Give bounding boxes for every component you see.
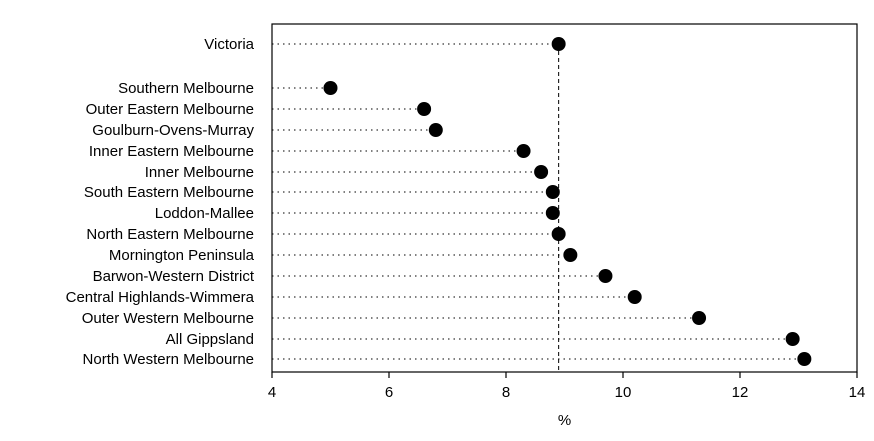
x-axis-label: % — [558, 412, 571, 429]
data-point-barwon-western-district — [598, 269, 613, 283]
data-point-southern-melbourne — [323, 81, 338, 95]
category-label-barwon-western-district: Barwon-Western District — [93, 268, 255, 285]
x-tick-label-6: 6 — [385, 384, 393, 401]
data-point-north-eastern-melbourne — [551, 227, 566, 241]
category-label-north-western-melbourne: North Western Melbourne — [83, 351, 254, 368]
category-label-victoria: Victoria — [204, 36, 254, 53]
data-point-outer-western-melbourne — [692, 311, 707, 325]
category-label-mornington-peninsula: Mornington Peninsula — [109, 247, 255, 264]
category-label-southern-melbourne: Southern Melbourne — [118, 80, 254, 97]
category-label-loddon-mallee: Loddon-Mallee — [155, 205, 254, 222]
category-label-south-eastern-melbourne: South Eastern Melbourne — [84, 184, 254, 201]
category-label-central-highlands-wimmera: Central Highlands-Wimmera — [66, 289, 255, 306]
x-tick-label-12: 12 — [732, 384, 749, 401]
data-point-outer-eastern-melbourne — [417, 102, 432, 116]
data-point-loddon-mallee — [545, 206, 560, 220]
data-point-inner-melbourne — [534, 165, 549, 179]
category-label-all-gippsland: All Gippsland — [166, 331, 254, 348]
data-point-victoria — [551, 37, 566, 51]
data-points — [323, 37, 812, 366]
category-labels: Victoria Southern Melbourne Outer Eastern … — [66, 36, 255, 368]
data-point-goulburn-ovens-murray — [428, 123, 443, 137]
category-label-goulburn-ovens-murray: Goulburn-Ovens-Murray — [92, 122, 254, 139]
x-tick-label-4: 4 — [268, 384, 276, 401]
category-label-outer-western-melbourne: Outer Western Melbourne — [82, 310, 254, 327]
x-axis-ticks — [271, 372, 858, 378]
data-point-mornington-peninsula — [563, 248, 578, 262]
data-point-central-highlands-wimmera — [627, 290, 642, 304]
x-axis-tick-labels: 4 6 8 10 12 14 — [268, 384, 866, 401]
category-label-inner-eastern-melbourne: Inner Eastern Melbourne — [89, 143, 254, 160]
data-point-north-western-melbourne — [797, 352, 812, 366]
data-point-inner-eastern-melbourne — [516, 144, 531, 158]
x-tick-label-14: 14 — [849, 384, 866, 401]
x-tick-label-8: 8 — [502, 384, 510, 401]
plot-frame — [271, 23, 858, 373]
data-point-south-eastern-melbourne — [545, 185, 560, 199]
category-label-inner-melbourne: Inner Melbourne — [145, 164, 254, 181]
category-label-outer-eastern-melbourne: Outer Eastern Melbourne — [86, 101, 254, 118]
category-label-north-eastern-melbourne: North Eastern Melbourne — [86, 226, 254, 243]
leader-lines — [272, 43, 805, 360]
data-point-all-gippsland — [785, 332, 800, 346]
x-tick-label-10: 10 — [615, 384, 632, 401]
